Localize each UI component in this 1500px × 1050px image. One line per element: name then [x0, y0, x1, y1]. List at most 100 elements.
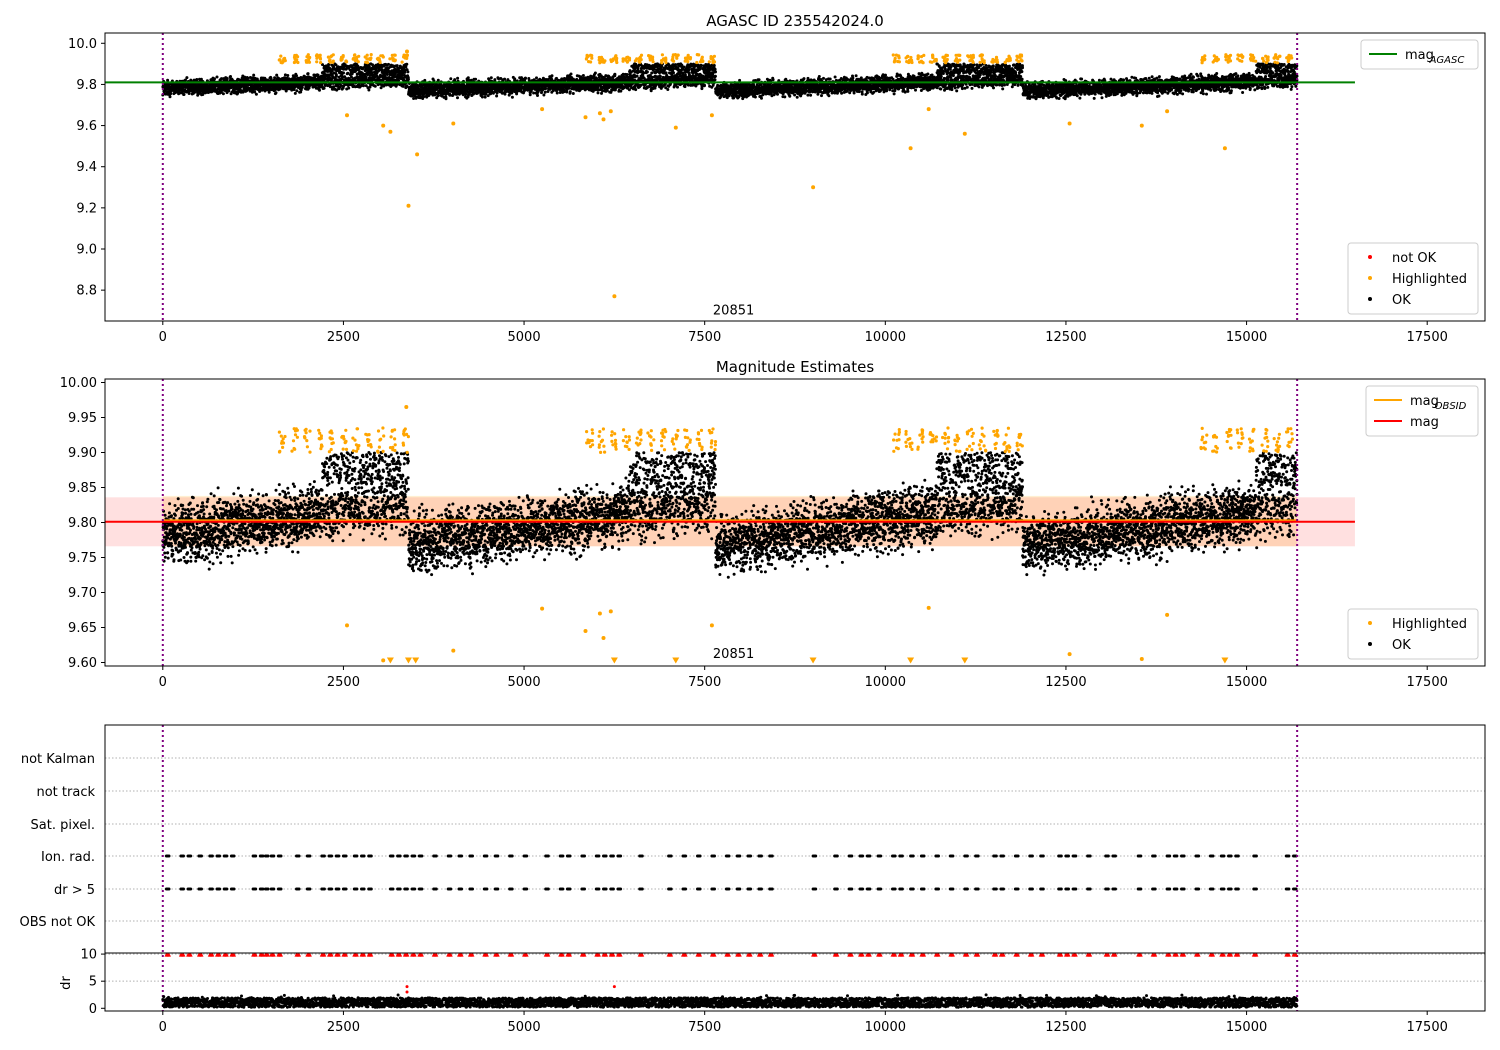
ok-point	[362, 84, 365, 88]
ok-point	[373, 84, 377, 88]
ok-point	[776, 92, 779, 96]
ok-point	[543, 90, 547, 94]
ok-point	[493, 78, 497, 82]
ok-point	[404, 65, 408, 69]
ok-point	[295, 89, 299, 93]
ok-point	[187, 92, 191, 95]
ok-point	[664, 71, 668, 75]
ok-point	[596, 91, 600, 95]
ok-point	[252, 73, 256, 77]
chart-title: AGASC ID 235542024.0	[706, 12, 884, 30]
ok-point	[619, 89, 623, 93]
ok-point	[524, 76, 527, 80]
ok-point	[650, 71, 654, 75]
ok-point	[645, 70, 649, 74]
ok-point	[275, 73, 279, 77]
ok-point	[406, 70, 410, 74]
ok-point	[397, 78, 401, 82]
ok-point	[542, 93, 546, 97]
ok-point	[515, 92, 519, 96]
ok-point	[474, 77, 478, 81]
ok-point	[510, 95, 514, 99]
ok-point	[184, 78, 187, 82]
ok-point	[300, 86, 304, 89]
ok-point	[571, 92, 575, 95]
ok-point	[306, 72, 310, 76]
ok-point	[699, 63, 703, 67]
ok-point	[503, 77, 507, 81]
ok-point	[182, 93, 186, 96]
ok-point	[318, 88, 321, 92]
ok-point	[666, 88, 670, 91]
ok-point	[169, 92, 173, 96]
ok-point	[568, 90, 572, 94]
ok-point	[342, 71, 345, 75]
ok-point	[550, 74, 554, 78]
ok-point	[168, 95, 172, 99]
ok-point	[595, 77, 599, 80]
ok-point	[286, 74, 290, 77]
ok-point	[405, 62, 409, 66]
ok-point	[274, 91, 278, 95]
ok-point	[367, 88, 371, 92]
ok-point	[535, 76, 538, 80]
ok-point	[550, 77, 554, 81]
ok-point	[406, 77, 410, 81]
ok-point	[703, 83, 706, 87]
ok-point	[581, 74, 585, 77]
ok-point	[713, 67, 717, 71]
panel-agasc: AGASC ID 235542024.0208518.89.09.29.49.6…	[68, 12, 1486, 345]
ok-point	[387, 62, 390, 66]
ok-point	[322, 86, 326, 90]
ok-point	[732, 96, 736, 100]
ok-point	[221, 92, 225, 96]
ok-point	[788, 94, 792, 98]
ok-point	[449, 77, 453, 81]
ok-point	[295, 74, 298, 78]
ok-point	[714, 70, 717, 74]
ok-point	[634, 88, 638, 92]
ok-point	[672, 71, 675, 75]
ok-point	[444, 97, 448, 101]
ok-point	[682, 65, 686, 69]
series-ok	[161, 62, 1299, 101]
ok-point	[193, 90, 197, 94]
ok-point	[395, 64, 399, 68]
ok-point	[713, 74, 717, 78]
ok-point	[753, 95, 757, 99]
ok-point	[495, 94, 499, 98]
ok-point	[635, 74, 639, 78]
ok-point	[757, 78, 761, 82]
ok-point	[713, 78, 717, 82]
ok-point	[783, 95, 787, 99]
ok-point	[371, 63, 374, 67]
ok-point	[593, 71, 597, 75]
ok-point	[229, 75, 232, 78]
ok-point	[166, 78, 170, 82]
ok-point	[480, 95, 484, 99]
ok-point	[642, 71, 646, 75]
ok-point	[225, 77, 229, 81]
ok-point	[227, 89, 231, 93]
ok-point	[293, 91, 297, 95]
ok-point	[185, 76, 189, 80]
ok-point	[489, 76, 493, 80]
ok-point	[658, 75, 662, 78]
ok-point	[456, 76, 460, 80]
ok-point	[456, 96, 459, 100]
ok-point	[771, 78, 775, 82]
ok-point	[536, 94, 539, 97]
ok-point	[347, 86, 351, 90]
ok-point	[436, 94, 440, 97]
ok-point	[213, 77, 216, 81]
ok-point	[195, 78, 199, 81]
ok-point	[569, 72, 573, 76]
ok-point	[613, 72, 617, 76]
ok-point	[760, 96, 763, 100]
ok-point	[334, 73, 338, 77]
ok-point	[254, 92, 258, 96]
ok-point	[712, 64, 716, 67]
ok-point	[625, 73, 629, 76]
ok-point	[676, 85, 679, 89]
